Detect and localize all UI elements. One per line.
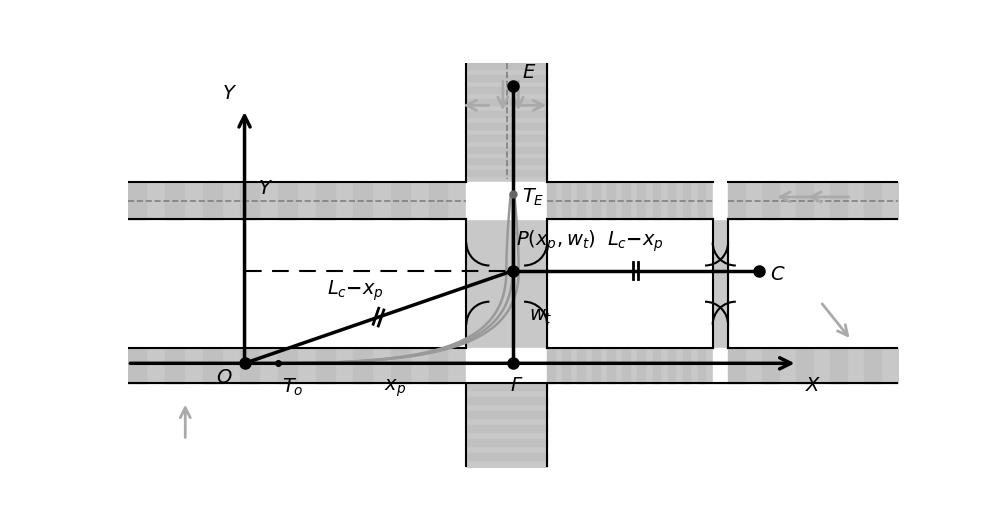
Polygon shape [830,182,847,219]
Polygon shape [391,182,410,219]
Polygon shape [762,182,779,219]
Polygon shape [562,182,570,219]
Text: $X$: $X$ [805,377,822,395]
Polygon shape [316,182,335,219]
Polygon shape [466,171,547,176]
Polygon shape [698,182,705,219]
Polygon shape [466,383,547,390]
Polygon shape [240,182,259,219]
Text: $E$: $E$ [522,64,536,82]
Polygon shape [592,348,600,383]
Polygon shape [577,182,585,219]
Text: $L_c\mathregular{-}x_p$: $L_c\mathregular{-}x_p$ [607,229,664,254]
Polygon shape [128,348,146,383]
Text: $x_p$: $x_p$ [384,377,406,398]
Polygon shape [830,348,847,383]
Polygon shape [466,425,547,432]
Polygon shape [668,348,675,383]
Polygon shape [429,348,447,383]
Polygon shape [466,453,547,460]
Polygon shape [652,348,660,383]
Polygon shape [796,182,813,219]
Polygon shape [637,348,645,383]
Polygon shape [240,348,259,383]
Polygon shape [466,87,547,93]
Polygon shape [391,348,410,383]
Polygon shape [203,182,222,219]
Polygon shape [278,348,297,383]
Polygon shape [728,348,745,383]
Polygon shape [668,182,675,219]
Polygon shape [466,411,547,418]
Polygon shape [466,146,547,152]
Polygon shape [466,439,547,446]
Polygon shape [466,123,547,129]
Polygon shape [577,348,585,383]
Text: $C$: $C$ [770,266,785,284]
Polygon shape [316,348,335,383]
Polygon shape [165,348,184,383]
Polygon shape [429,182,447,219]
Text: $T_o$: $T_o$ [282,377,303,398]
Polygon shape [622,348,630,383]
Polygon shape [278,182,297,219]
Polygon shape [466,159,547,164]
Polygon shape [466,397,547,404]
Polygon shape [547,348,555,383]
Polygon shape [698,348,705,383]
Polygon shape [592,182,600,219]
Polygon shape [353,348,372,383]
Polygon shape [466,134,547,141]
Text: $P(x_p, w_t)$: $P(x_p, w_t)$ [516,228,596,254]
Text: $F$: $F$ [510,377,523,395]
Polygon shape [607,348,615,383]
Polygon shape [128,182,146,219]
Polygon shape [353,182,372,219]
Polygon shape [466,99,547,105]
Polygon shape [652,182,660,219]
Polygon shape [165,182,184,219]
Polygon shape [466,75,547,81]
Polygon shape [683,182,690,219]
Polygon shape [864,348,881,383]
Polygon shape [203,348,222,383]
Polygon shape [562,348,570,383]
Text: $T_E$: $T_E$ [522,187,544,208]
Polygon shape [466,63,547,69]
Polygon shape [547,182,555,219]
Polygon shape [622,182,630,219]
Polygon shape [864,182,881,219]
Polygon shape [466,111,547,117]
Polygon shape [728,182,745,219]
Polygon shape [683,348,690,383]
Text: $w_t$: $w_t$ [529,308,553,326]
Polygon shape [637,182,645,219]
Polygon shape [607,182,615,219]
Text: $Y$: $Y$ [258,180,274,198]
Text: $L_c\mathregular{-}x_p$: $L_c\mathregular{-}x_p$ [327,279,384,303]
Polygon shape [796,348,813,383]
Polygon shape [762,348,779,383]
Text: $O$: $O$ [216,370,233,387]
Text: $Y$: $Y$ [222,85,237,103]
